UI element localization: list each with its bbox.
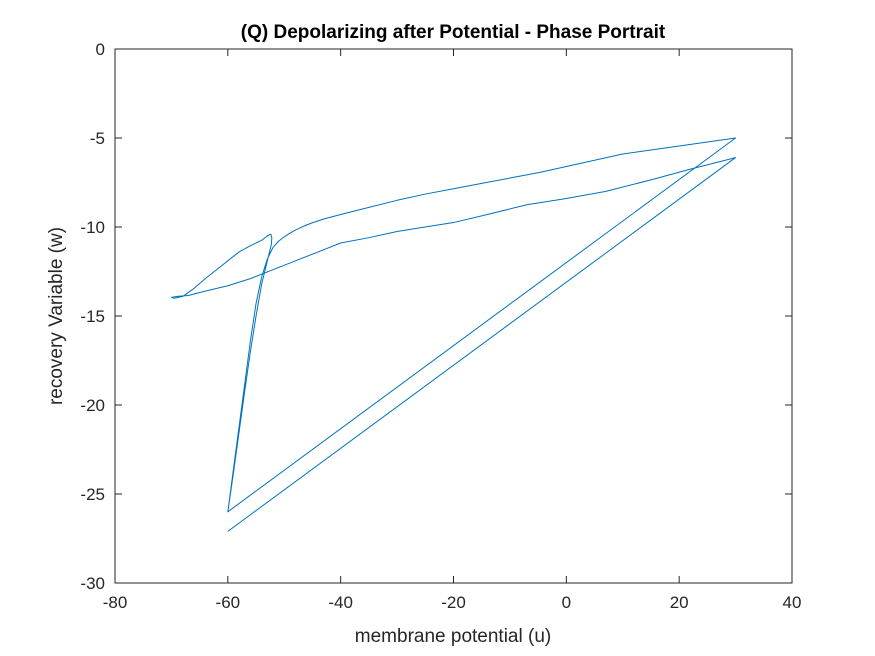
y-tick-label: -10 [80,218,105,237]
y-tick-label: -20 [80,396,105,415]
x-tick-label: -80 [103,593,128,612]
y-tick-label: -25 [80,485,105,504]
y-axis-label: recovery Variable (w) [46,227,67,405]
y-tick-label: -5 [90,129,105,148]
x-tick-label: 20 [670,593,689,612]
tick-labels: -80 -60 -40 -20 0 20 40 -30 -25 -20 -15 -10 -5 0 [80,40,801,612]
data-layer [170,137,737,532]
y-tick-label: 0 [96,40,105,59]
axes-layer [114,48,793,584]
x-tick-label: 40 [783,593,802,612]
y-tick-label: -30 [80,574,105,593]
x-tick-label: -60 [216,593,241,612]
series-line-0 [170,137,737,532]
x-tick-label: -40 [328,593,353,612]
x-axis-label: membrane potential (u) [355,626,551,647]
chart-title: (Q) Depolarizing after Potential - Phase… [241,22,666,43]
plot-area [115,49,792,583]
x-tick-label: -20 [441,593,466,612]
y-tick-label: -15 [80,307,105,326]
x-tick-label: 0 [562,593,571,612]
